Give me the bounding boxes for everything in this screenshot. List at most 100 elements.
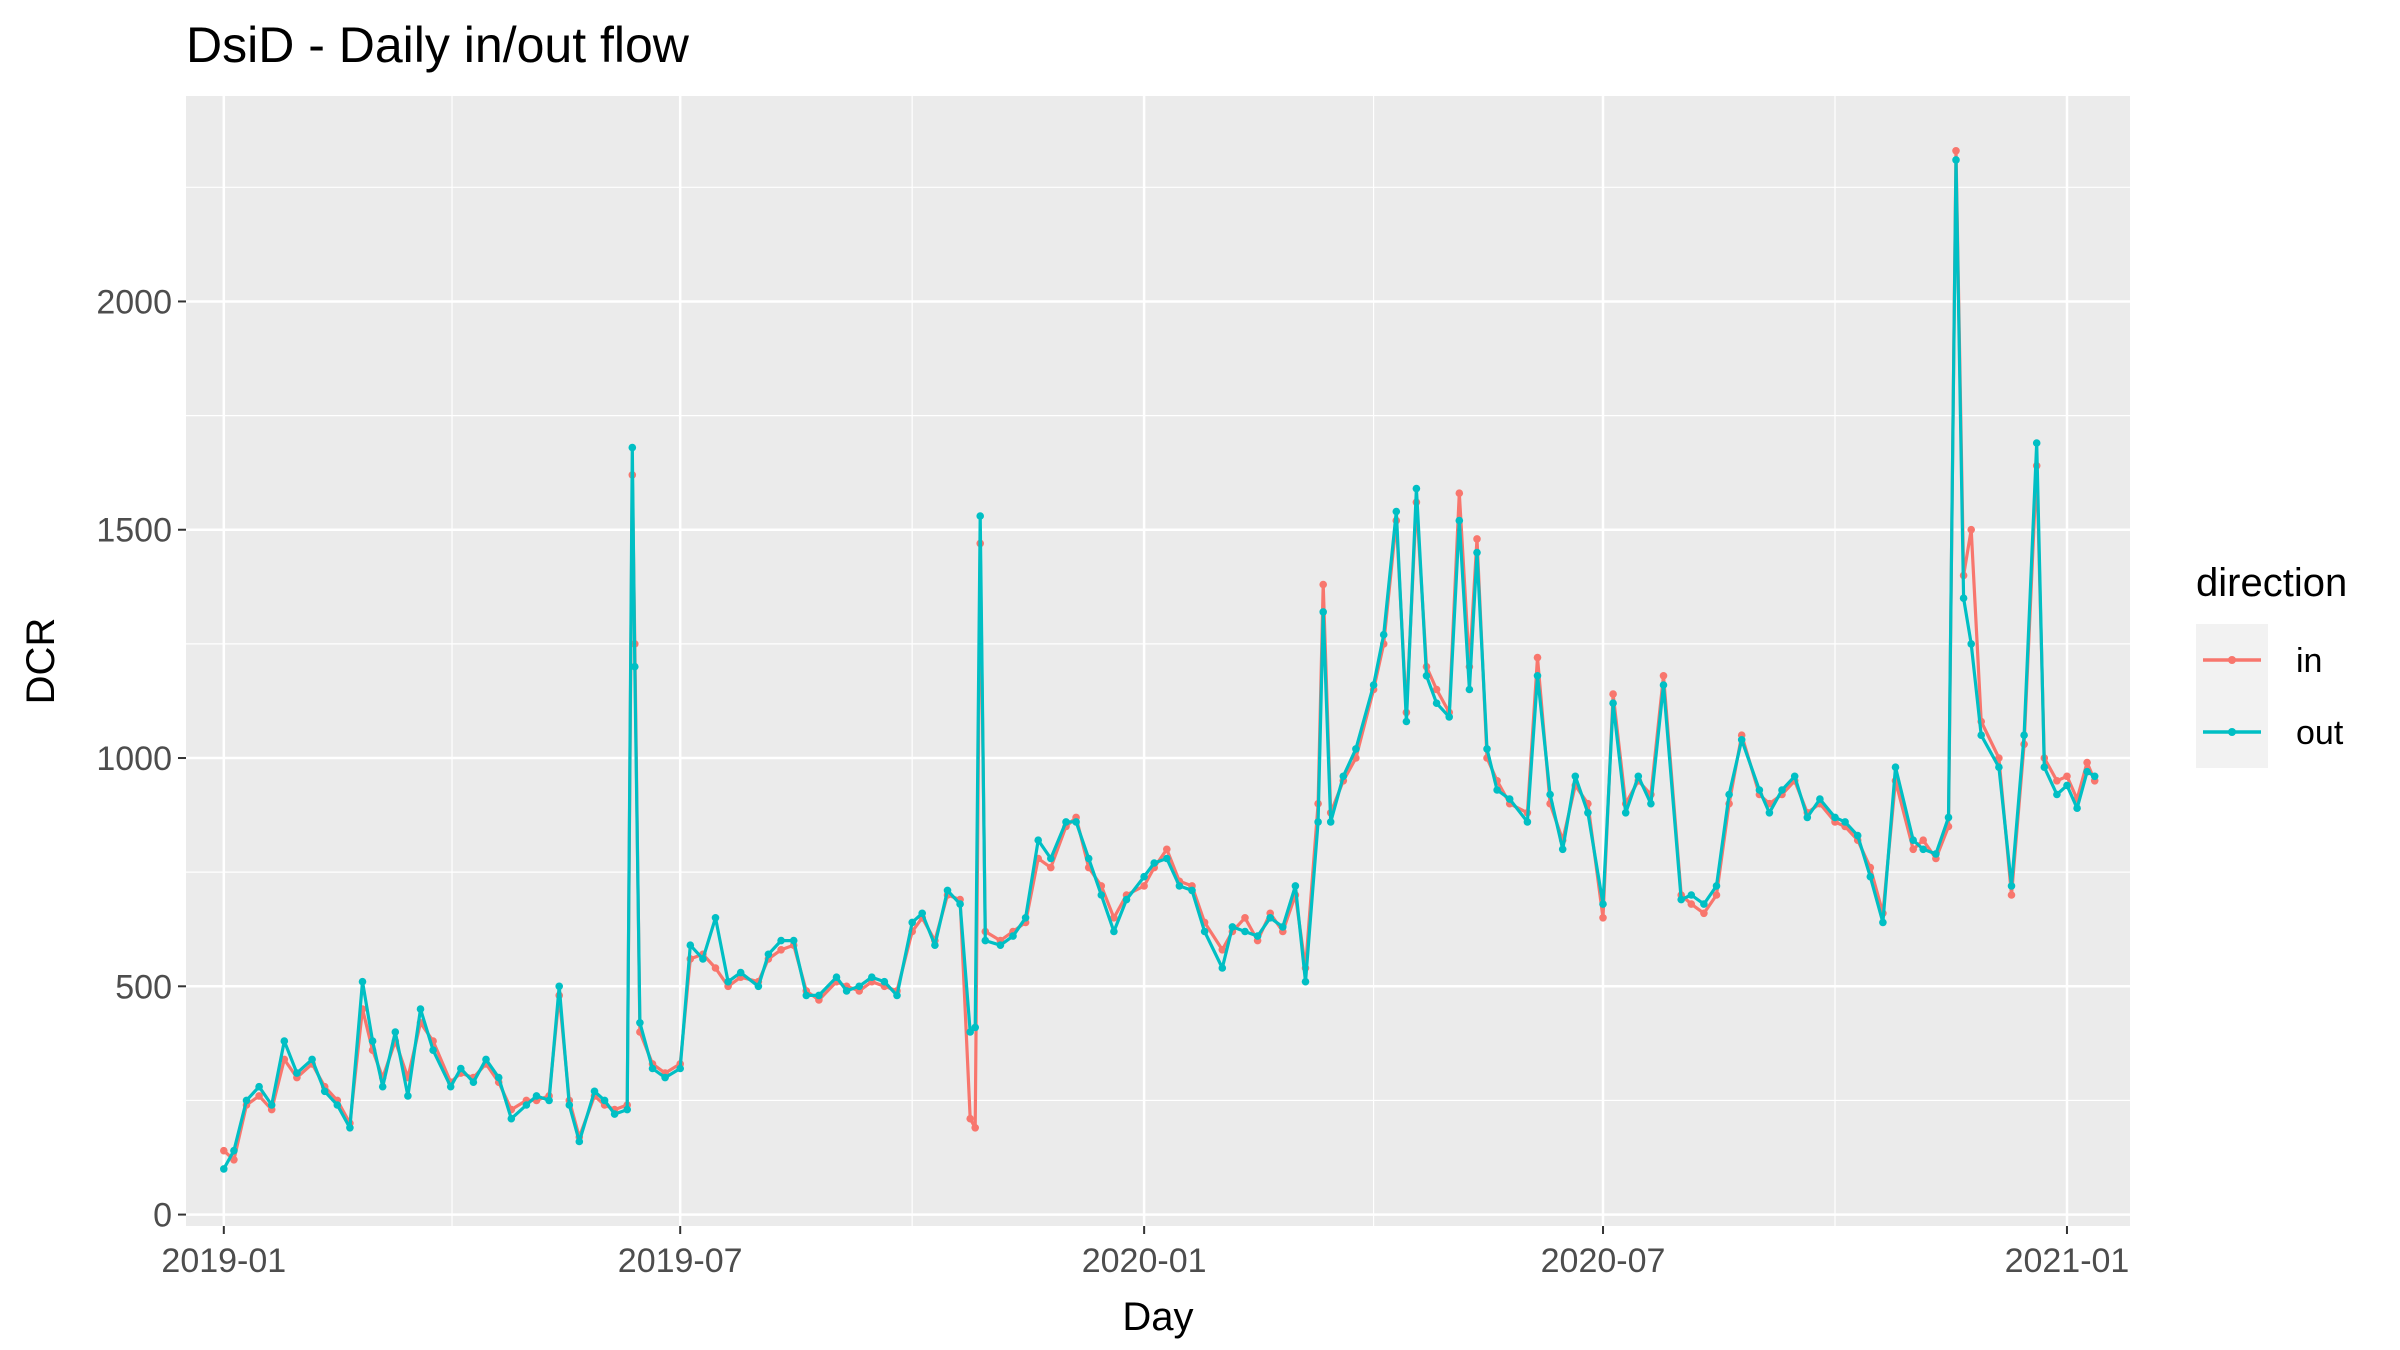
data-point-out [1853, 831, 1862, 840]
data-point-out [346, 1124, 354, 1132]
data-point-out [623, 1105, 631, 1114]
data-point-out [1465, 685, 1474, 694]
data-point-out [868, 973, 876, 981]
data-point-out [1891, 763, 1900, 771]
data-point-out [610, 1110, 619, 1118]
data-point-in [1163, 845, 1171, 854]
data-point-out [600, 1096, 609, 1105]
plot-panel [186, 96, 2130, 1226]
x-tick-label: 2019-07 [618, 1242, 743, 1280]
data-point-out [2032, 439, 2041, 447]
data-point-out [636, 1019, 644, 1027]
data-point-out [676, 1064, 684, 1073]
data-point-out [1253, 932, 1262, 940]
data-point-in [1712, 891, 1721, 899]
grid-minor [186, 96, 2130, 1226]
data-point-out [1932, 850, 1940, 858]
y-axis-title: DCR [19, 618, 63, 705]
data-point-out [494, 1073, 503, 1082]
data-point-out [1122, 895, 1131, 904]
data-point-out [1392, 507, 1401, 516]
data-point-out [590, 1087, 599, 1096]
x-axis-title: Day [1122, 1295, 1193, 1339]
data-point-in [1241, 914, 1249, 922]
data-point-out [1647, 799, 1655, 808]
data-point-out [1790, 772, 1799, 781]
data-point-out [631, 662, 639, 671]
data-point-out [1072, 818, 1080, 826]
data-point-out [1725, 790, 1733, 799]
legend-label-out: out [2296, 714, 2344, 752]
data-point-out [1218, 964, 1227, 972]
data-point-out [2083, 767, 2091, 776]
data-point-out [1455, 516, 1464, 525]
data-point-out [754, 982, 763, 991]
data-point-out [1110, 927, 1118, 936]
x-axis: 2019-01 2019-07 2020-01 2020-07 2021-01 [161, 1226, 2129, 1280]
data-point-out [1175, 882, 1184, 890]
data-point-out [2020, 731, 2028, 739]
data-point-out [1150, 859, 1158, 867]
data-point-out [777, 936, 785, 945]
data-point-out [1778, 786, 1786, 794]
data-point-out [1314, 818, 1322, 826]
data-point-out [532, 1092, 541, 1100]
data-point-out [1944, 813, 1953, 822]
data-point-out [1959, 594, 1968, 602]
data-point-out [931, 941, 939, 949]
data-point-out [378, 1082, 387, 1091]
data-point-out [789, 936, 798, 945]
data-point-in [1659, 672, 1668, 680]
data-point-out [1483, 745, 1491, 753]
y-tick-label: 1500 [96, 512, 172, 550]
data-point-out [918, 909, 926, 918]
data-point-in [255, 1092, 263, 1100]
data-point-in [1687, 900, 1696, 908]
data-point-out [711, 914, 720, 922]
data-point-out [429, 1046, 437, 1054]
data-point-out [1279, 923, 1287, 931]
data-point-out [1571, 772, 1580, 781]
data-point-in [1473, 535, 1481, 543]
data-point-out [1445, 713, 1453, 721]
data-point-out [1047, 854, 1055, 863]
data-point-in [1609, 690, 1617, 698]
data-point-in [777, 946, 785, 954]
data-point-in [1700, 909, 1708, 918]
data-point-in [1599, 914, 1607, 922]
data-point-out [1301, 977, 1310, 986]
data-point-out [832, 973, 841, 981]
data-point-out [764, 950, 773, 959]
data-point-out [1034, 836, 1042, 844]
legend-key-point-in [2228, 656, 2236, 664]
data-point-out [686, 941, 695, 949]
data-point-in [1995, 754, 2003, 762]
data-point-out [575, 1137, 584, 1146]
data-point-out [1977, 731, 1985, 739]
data-point-in [2053, 777, 2061, 785]
data-point-out [648, 1064, 657, 1073]
data-point-out [391, 1028, 400, 1036]
data-point-out [1379, 630, 1388, 639]
grid-major [186, 96, 2130, 1226]
data-point-out [1634, 772, 1643, 781]
y-tick-label: 0 [153, 1197, 172, 1235]
data-point-out [1621, 809, 1630, 817]
data-point-out [880, 977, 889, 986]
data-point-out [1816, 795, 1824, 803]
data-point-out [1879, 918, 1887, 927]
data-point-out [1803, 813, 1812, 822]
data-point-out [842, 987, 851, 995]
data-point-out [2040, 763, 2049, 771]
data-point-out [736, 968, 745, 977]
data-point-out [1967, 640, 1975, 648]
data-point-out [1584, 809, 1592, 817]
data-point-out [457, 1064, 465, 1073]
data-point-out [358, 977, 367, 986]
data-point-out [1995, 763, 2003, 771]
x-tick-label: 2021-01 [2005, 1242, 2130, 1280]
data-point-out [1084, 854, 1093, 863]
data-point-out [1326, 818, 1335, 826]
data-point-in [1533, 653, 1542, 662]
data-point-out [971, 1023, 979, 1032]
